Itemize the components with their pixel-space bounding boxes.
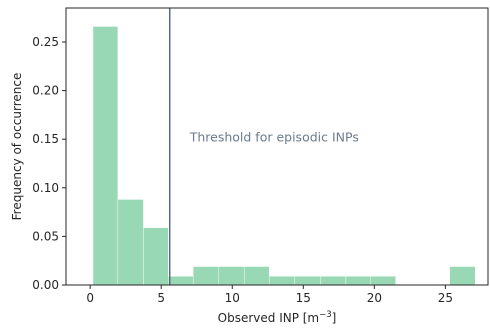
- x-axis-label-suffix: ]: [332, 311, 337, 325]
- x-axis-label-main: Observed INP [m: [218, 311, 319, 325]
- histogram-bar-6: [244, 266, 270, 286]
- y-axis-label: Frequency of occurrence: [10, 73, 24, 221]
- histogram-bar-5: [218, 266, 245, 286]
- x-axis-label: Observed INP [m−3]: [218, 310, 337, 325]
- y-tick-label-1: 0.05: [32, 229, 59, 243]
- x-tick-label-2: 10: [225, 291, 240, 305]
- histogram-bar-11: [370, 276, 396, 286]
- histogram-bar-12: [449, 266, 476, 286]
- histogram-bar-10: [345, 276, 371, 286]
- y-tick-label-4: 0.20: [32, 84, 59, 98]
- histogram-bar-8: [294, 276, 321, 286]
- histogram-bar-7: [268, 276, 295, 286]
- histogram-bar-1: [117, 199, 144, 286]
- x-tick-label-1: 5: [157, 291, 165, 305]
- x-tick-label-3: 15: [296, 291, 311, 305]
- y-tick-label-3: 0.15: [32, 132, 59, 146]
- x-tick-label-5: 25: [438, 291, 453, 305]
- x-axis-label-superscript: −3: [319, 310, 332, 320]
- histogram-bar-4: [192, 266, 219, 286]
- y-tick-label-0: 0.00: [32, 278, 59, 292]
- x-tick-label-4: 20: [367, 291, 382, 305]
- histogram-bars: [92, 26, 476, 286]
- y-tick-label-2: 0.10: [32, 181, 59, 195]
- histogram-bar-9: [320, 276, 347, 286]
- x-tick-label-0: 0: [86, 291, 94, 305]
- y-axis-ticks: 0.00 0.05 0.10 0.15 0.20 0.25: [32, 35, 66, 292]
- x-axis-ticks: 0 5 10 15 20 25: [86, 285, 453, 305]
- y-tick-label-5: 0.25: [32, 35, 59, 49]
- histogram-bar-0: [92, 26, 119, 286]
- histogram-bar-3: [168, 276, 194, 286]
- plot-frame: [65, 7, 489, 286]
- histogram-bar-2: [143, 227, 169, 286]
- threshold-label: Threshold for episodic INPs: [189, 129, 359, 144]
